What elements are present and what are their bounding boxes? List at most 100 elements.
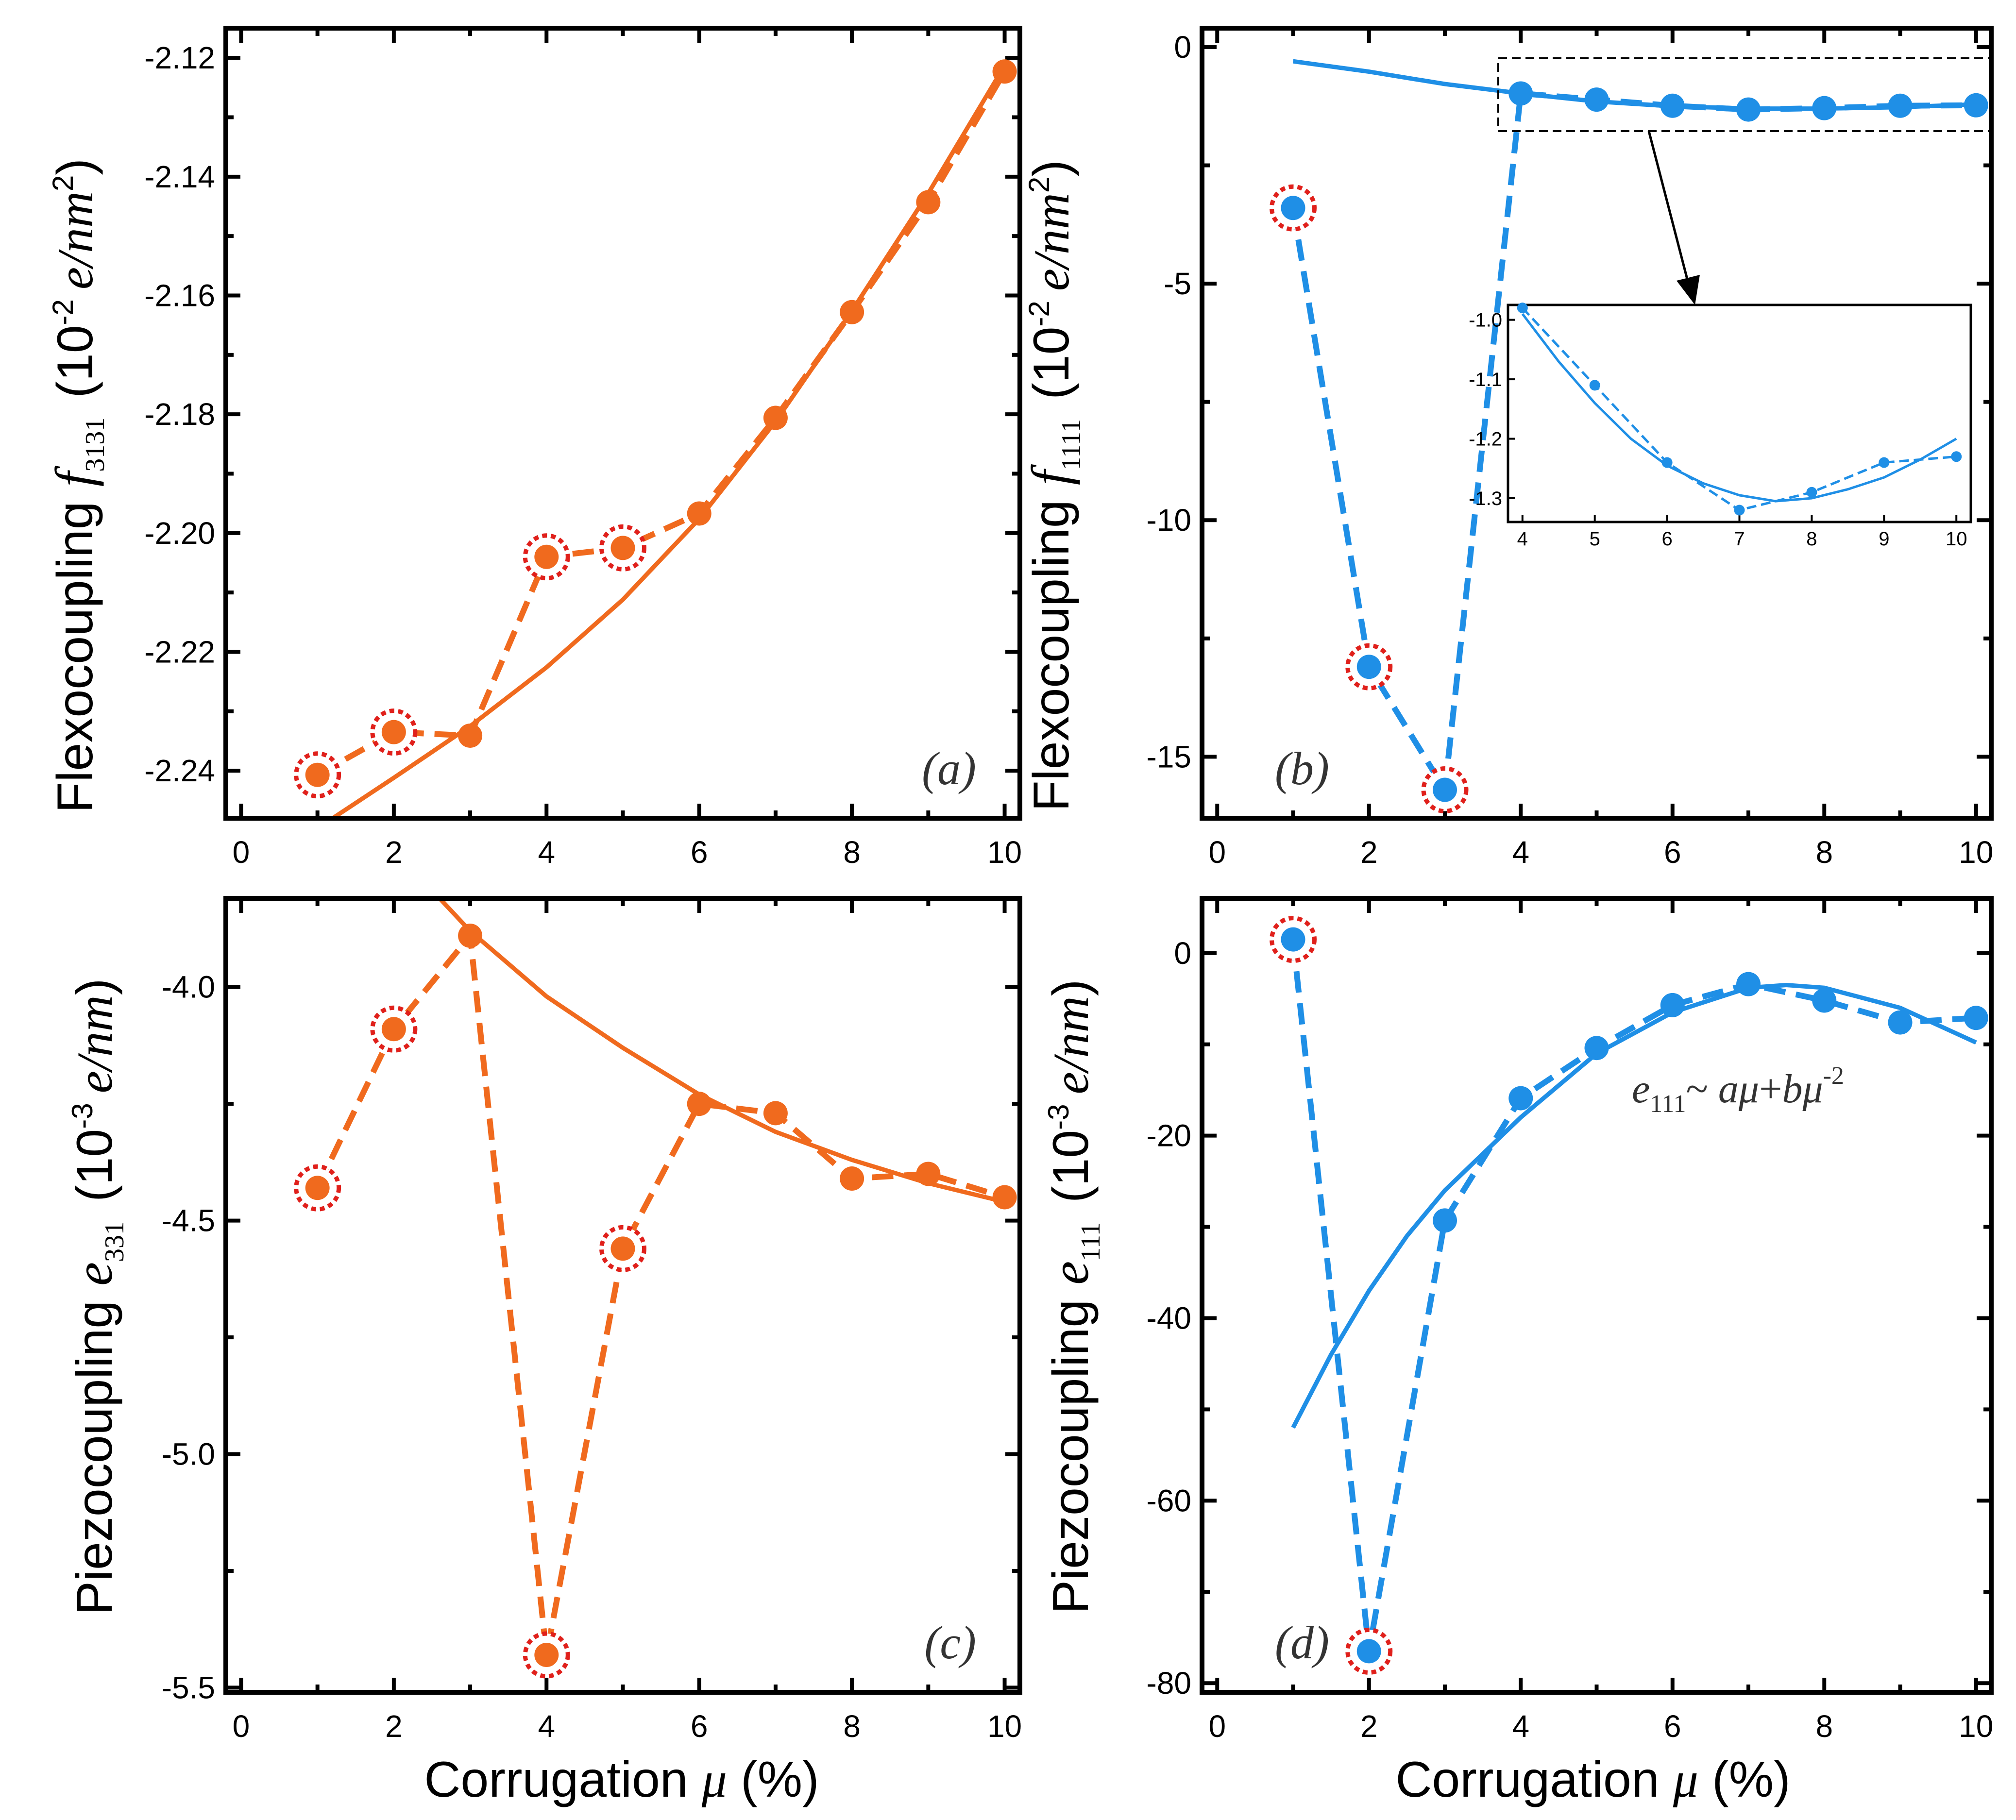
xlabel-right: Corrugation μ (%) bbox=[1395, 1752, 1790, 1808]
data-point bbox=[534, 1643, 559, 1668]
data-point bbox=[1433, 1208, 1457, 1233]
panel-label: (c) bbox=[924, 1617, 976, 1668]
y-tick-label: -60 bbox=[1147, 1483, 1192, 1518]
data-point bbox=[534, 544, 559, 569]
y-tick-label: -4.5 bbox=[162, 1203, 215, 1238]
inset-data-point bbox=[1589, 380, 1600, 391]
data-point bbox=[992, 1185, 1017, 1210]
x-tick-label: 2 bbox=[1360, 1709, 1378, 1744]
y-tick-label: -10 bbox=[1147, 503, 1192, 538]
y-tick-label: -2.12 bbox=[144, 40, 215, 75]
data-point bbox=[458, 723, 483, 748]
data-line bbox=[315, 928, 1006, 1656]
zoom-arrow-line bbox=[1647, 131, 1691, 287]
fit-line bbox=[1291, 982, 1977, 1429]
ylabel-d: Piezocouplinge111(10-3e/nm) bbox=[1040, 979, 1106, 1614]
data-point bbox=[1433, 777, 1457, 802]
data-point bbox=[763, 1101, 788, 1126]
x-tick-label: 0 bbox=[1208, 835, 1226, 870]
inset-data-point bbox=[1517, 303, 1528, 314]
data-point bbox=[1281, 927, 1305, 952]
y-tick-label: -5.5 bbox=[162, 1670, 215, 1705]
data-point bbox=[610, 1236, 635, 1261]
data-point bbox=[1660, 93, 1685, 118]
x-tick-label: 2 bbox=[385, 1709, 403, 1744]
plot-frame bbox=[223, 26, 1022, 821]
data-point bbox=[1812, 96, 1837, 120]
y-tick-label: -2.22 bbox=[144, 634, 215, 669]
x-tick-label: 4 bbox=[538, 835, 555, 870]
inset-data-point bbox=[1879, 457, 1890, 468]
inset-data-point bbox=[1661, 457, 1673, 468]
x-tick-label: 0 bbox=[1208, 1709, 1226, 1744]
data-point bbox=[840, 1166, 864, 1191]
panel-label: (d) bbox=[1275, 1617, 1329, 1668]
inset-fit-line bbox=[1521, 313, 1957, 503]
data-point bbox=[1812, 988, 1837, 1013]
ylabel-b: Flexocouplingf1111(10-2e/nm2) bbox=[1021, 160, 1086, 811]
data-point bbox=[1736, 97, 1761, 122]
y-tick-label: -4.0 bbox=[162, 970, 215, 1005]
y-tick-label: 0 bbox=[1174, 936, 1191, 971]
y-tick-label: -80 bbox=[1147, 1666, 1192, 1701]
data-point bbox=[381, 1017, 406, 1042]
ylabel-c: Piezocouplinge331(10-3e/nm) bbox=[64, 978, 130, 1615]
x-tick-label: 4 bbox=[538, 1709, 555, 1744]
data-point bbox=[992, 59, 1017, 84]
plot-frame bbox=[223, 896, 1022, 1695]
x-tick-label: 6 bbox=[691, 1709, 708, 1744]
inset-data-point bbox=[1806, 487, 1817, 498]
x-tick-label: 4 bbox=[1512, 1709, 1529, 1744]
inset-x-tick-label: 5 bbox=[1590, 528, 1600, 550]
data-point bbox=[1888, 93, 1913, 118]
inset-x-tick-label: 8 bbox=[1806, 528, 1817, 550]
data-point bbox=[381, 720, 406, 744]
inset-y-tick-label: -1.3 bbox=[1469, 488, 1502, 509]
data-point bbox=[1736, 972, 1761, 996]
data-point bbox=[916, 190, 941, 215]
y-tick-label: -2.24 bbox=[144, 753, 215, 788]
data-point bbox=[1281, 196, 1305, 220]
data-point bbox=[458, 923, 483, 948]
data-point bbox=[763, 405, 788, 430]
zoom-box bbox=[1497, 57, 1991, 132]
x-tick-label: 10 bbox=[987, 1709, 1022, 1744]
data-point bbox=[1356, 1639, 1381, 1664]
data-point bbox=[1964, 93, 1988, 118]
inset-frame bbox=[1507, 303, 1972, 523]
data-point bbox=[1660, 993, 1685, 1017]
y-tick-label: -20 bbox=[1147, 1118, 1192, 1153]
x-tick-label: 10 bbox=[987, 835, 1022, 870]
data-line bbox=[316, 70, 1007, 777]
data-point bbox=[1584, 1036, 1609, 1061]
data-point bbox=[687, 501, 712, 526]
data-line bbox=[1290, 939, 1977, 1652]
zoom-arrow-head bbox=[1677, 275, 1700, 305]
fit-line bbox=[331, 64, 1007, 818]
y-tick-label: -40 bbox=[1147, 1300, 1192, 1335]
x-tick-label: 4 bbox=[1512, 835, 1529, 870]
panel-b: 0 2 4 6 8 10 0 -5 -10 -15 4 5 6 7 8 9 10 -1.0 -1.1 -1.2 -1.3… bbox=[1147, 26, 1994, 870]
x-tick-label: 8 bbox=[1815, 835, 1833, 870]
inset-data-point bbox=[1951, 451, 1962, 462]
x-tick-label: 6 bbox=[1664, 1709, 1681, 1744]
data-point bbox=[1356, 655, 1381, 679]
x-tick-label: 8 bbox=[1815, 1709, 1833, 1744]
panel-label: (b) bbox=[1275, 742, 1329, 794]
ylabel-a: Flexocouplingf3131(10-2e/nm2) bbox=[45, 158, 110, 813]
data-point bbox=[1508, 1086, 1533, 1111]
data-point bbox=[1584, 87, 1609, 112]
panel-a: 0 2 4 6 8 10 -2.24 -2.22 -2.20 -2.18 -2.16 -2.14 -2.… bbox=[144, 26, 1022, 870]
plot-frame bbox=[1200, 26, 1994, 821]
x-tick-label: 2 bbox=[385, 835, 403, 870]
y-tick-label: -2.18 bbox=[144, 397, 215, 432]
x-tick-label: 2 bbox=[1360, 835, 1378, 870]
panel-c: 0 2 4 6 8 10 -4.0 -4.5 -5.0 -5.5 (c) bbox=[162, 896, 1022, 1744]
plot-frame bbox=[1200, 896, 1994, 1695]
inset-x-tick-label: 10 bbox=[1946, 528, 1967, 550]
x-tick-label: 8 bbox=[843, 1709, 861, 1744]
inset-x-tick-label: 9 bbox=[1879, 528, 1889, 550]
inset-x-tick-label: 6 bbox=[1661, 528, 1672, 550]
data-point bbox=[916, 1162, 941, 1186]
